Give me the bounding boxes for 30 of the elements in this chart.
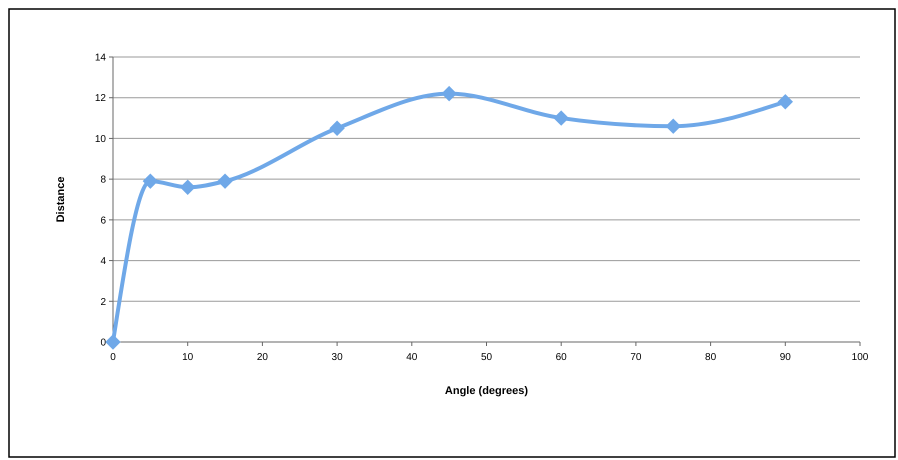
y-tick-label: 2 bbox=[100, 296, 106, 308]
y-axis-title: Distance bbox=[55, 176, 67, 222]
y-tick-label: 10 bbox=[94, 134, 106, 145]
y-tick-label: 0 bbox=[100, 338, 106, 348]
point bbox=[180, 180, 196, 195]
point bbox=[666, 118, 681, 134]
x-tick-label: 30 bbox=[332, 352, 344, 363]
x-tick-label: 90 bbox=[780, 352, 792, 363]
x-tick-label: 10 bbox=[182, 352, 194, 363]
y-tick-label: 6 bbox=[100, 215, 106, 226]
x-tick-label: 50 bbox=[480, 352, 492, 363]
x-tick-label: 100 bbox=[852, 352, 869, 363]
point bbox=[330, 120, 345, 136]
point bbox=[218, 174, 233, 189]
x-tick-label: 20 bbox=[256, 352, 268, 363]
point bbox=[142, 174, 158, 189]
x-tick-label: 40 bbox=[406, 352, 418, 363]
point bbox=[778, 94, 793, 110]
y-tick-label: 14 bbox=[94, 52, 106, 64]
y-tick-label: 12 bbox=[94, 93, 106, 104]
y-tick-label: 4 bbox=[100, 256, 106, 268]
point bbox=[442, 86, 457, 102]
x-tick-label: 0 bbox=[110, 352, 116, 363]
x-tick-label: 80 bbox=[705, 352, 717, 363]
x-tick-label: 70 bbox=[630, 352, 642, 363]
y-tick-label: 8 bbox=[100, 174, 106, 186]
x-axis-title: Angle (degrees) bbox=[444, 385, 528, 397]
x-tick-label: 60 bbox=[556, 352, 568, 363]
point bbox=[554, 110, 569, 126]
point bbox=[106, 334, 120, 350]
